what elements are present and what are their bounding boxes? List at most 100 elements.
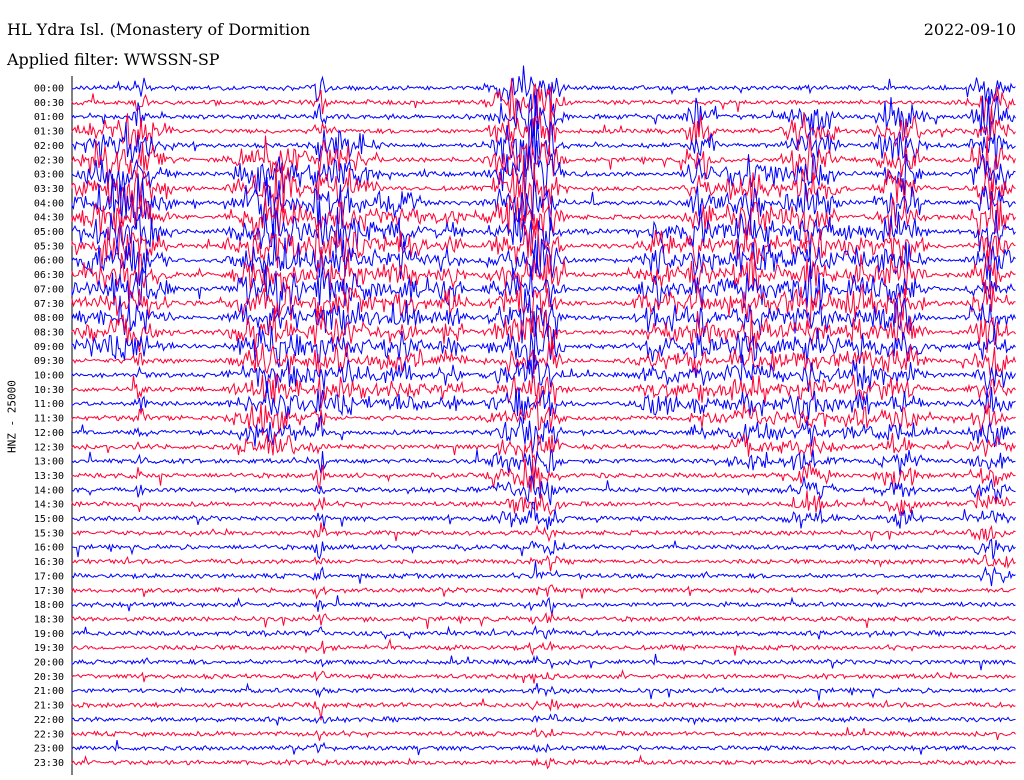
time-tick-label: 18:30 [34, 614, 64, 625]
trace-row-0200 [71, 117, 1016, 178]
time-tick-label: 02:00 [34, 141, 64, 152]
time-tick-label: 04:00 [34, 198, 64, 209]
trace-row-0400 [71, 173, 1016, 237]
trace-row-0030 [71, 78, 1016, 125]
trace-row-2000 [71, 653, 1016, 671]
trace-row-0000 [71, 65, 1016, 119]
trace-row-1130 [71, 394, 1016, 436]
trace-row-2230 [71, 727, 1016, 741]
time-tick-label: 18:00 [34, 600, 64, 611]
time-tick-label: 03:30 [34, 184, 64, 195]
time-tick-label: 13:30 [34, 471, 64, 482]
trace-row-1700 [71, 561, 1016, 587]
time-tick-label: 02:30 [34, 155, 64, 166]
time-tick-label: 15:30 [34, 528, 64, 539]
time-tick-label: 09:30 [34, 356, 64, 367]
time-tick-label: 06:30 [34, 270, 64, 281]
time-tick-label: 12:00 [34, 428, 64, 439]
time-tick-label: 01:30 [34, 127, 64, 138]
trace-row-0600 [71, 237, 1016, 286]
traces [71, 65, 1016, 770]
trace-row-0230 [71, 134, 1016, 192]
trace-row-2330 [71, 754, 1016, 770]
time-tick-label: 20:30 [34, 672, 64, 683]
trace-row-0530 [71, 218, 1016, 271]
trace-row-0630 [71, 248, 1016, 298]
trace-row-0730 [71, 279, 1016, 330]
time-tick-label: 12:30 [34, 442, 64, 453]
trace-row-1600 [71, 538, 1016, 560]
time-tick-label: 14:00 [34, 485, 64, 496]
time-tick-label: 13:00 [34, 457, 64, 468]
time-labels: 00:00 00:30 01:00 01:30 02:00 02:30 03:00 03:30… [34, 84, 64, 769]
time-tick-label: 10:30 [34, 385, 64, 396]
time-tick-label: 03:00 [34, 170, 64, 181]
time-tick-label: 20:00 [34, 658, 64, 669]
trace-row-1730 [71, 584, 1016, 600]
time-tick-label: 00:30 [34, 98, 64, 109]
time-tick-label: 23:30 [34, 758, 64, 769]
time-tick-label: 16:00 [34, 543, 64, 554]
time-tick-label: 11:00 [34, 399, 64, 410]
trace-row-1200 [71, 414, 1016, 454]
trace-row-1630 [71, 554, 1016, 572]
trace-row-1330 [71, 458, 1016, 493]
time-tick-label: 22:00 [34, 715, 64, 726]
time-tick-label: 19:30 [34, 643, 64, 654]
trace-row-1900 [71, 625, 1016, 640]
trace-row-0800 [71, 288, 1016, 344]
time-tick-label: 06:00 [34, 256, 64, 267]
trace-row-0930 [71, 336, 1016, 378]
trace-row-0900 [71, 321, 1016, 369]
time-tick-label: 16:30 [34, 557, 64, 568]
trace-row-0330 [71, 155, 1016, 221]
trace-row-1830 [71, 611, 1016, 629]
station-title: HL Ydra Isl. (Monastery of Dormition [7, 20, 311, 39]
trace-row-2130 [71, 698, 1016, 721]
trace-row-1030 [71, 372, 1016, 409]
time-tick-label: 08:30 [34, 327, 64, 338]
time-tick-label: 19:00 [34, 629, 64, 640]
time-tick-label: 00:00 [34, 84, 64, 95]
trace-row-1430 [71, 489, 1016, 517]
trace-row-1400 [71, 475, 1016, 506]
time-tick-label: 08:00 [34, 313, 64, 324]
time-tick-label: 07:00 [34, 284, 64, 295]
trace-row-1800 [71, 595, 1016, 616]
trace-row-1000 [71, 349, 1016, 394]
trace-row-1100 [71, 380, 1016, 424]
time-tick-label: 01:00 [34, 112, 64, 123]
time-tick-label: 07:30 [34, 299, 64, 310]
time-tick-label: 04:30 [34, 213, 64, 224]
trace-row-0130 [71, 99, 1016, 154]
trace-row-0700 [71, 264, 1016, 316]
time-tick-label: 05:30 [34, 241, 64, 252]
time-tick-label: 21:30 [34, 701, 64, 712]
trace-row-2100 [71, 682, 1016, 701]
filter-label: Applied filter: WWSSN-SP [7, 50, 220, 69]
trace-row-1500 [71, 501, 1016, 530]
trace-row-0500 [71, 201, 1016, 271]
trace-row-2300 [71, 740, 1016, 756]
time-tick-label: 10:00 [34, 371, 64, 382]
time-tick-label: 17:30 [34, 586, 64, 597]
trace-row-2200 [71, 713, 1016, 726]
trace-row-1530 [71, 522, 1016, 543]
trace-row-1300 [71, 449, 1016, 480]
time-tick-label: 05:00 [34, 227, 64, 238]
time-tick-label: 17:00 [34, 571, 64, 582]
time-tick-label: 15:00 [34, 514, 64, 525]
time-tick-label: 09:00 [34, 342, 64, 353]
trace-row-2030 [71, 668, 1016, 684]
trace-row-1930 [71, 638, 1016, 656]
time-tick-label: 22:30 [34, 729, 64, 740]
trace-row-0830 [71, 305, 1016, 353]
time-tick-label: 23:00 [34, 744, 64, 755]
trace-row-0300 [71, 140, 1016, 198]
time-tick-label: 14:30 [34, 500, 64, 511]
time-tick-label: 11:30 [34, 414, 64, 425]
trace-row-0100 [71, 93, 1016, 142]
time-tick-label: 21:00 [34, 686, 64, 697]
trace-row-1230 [71, 432, 1016, 465]
